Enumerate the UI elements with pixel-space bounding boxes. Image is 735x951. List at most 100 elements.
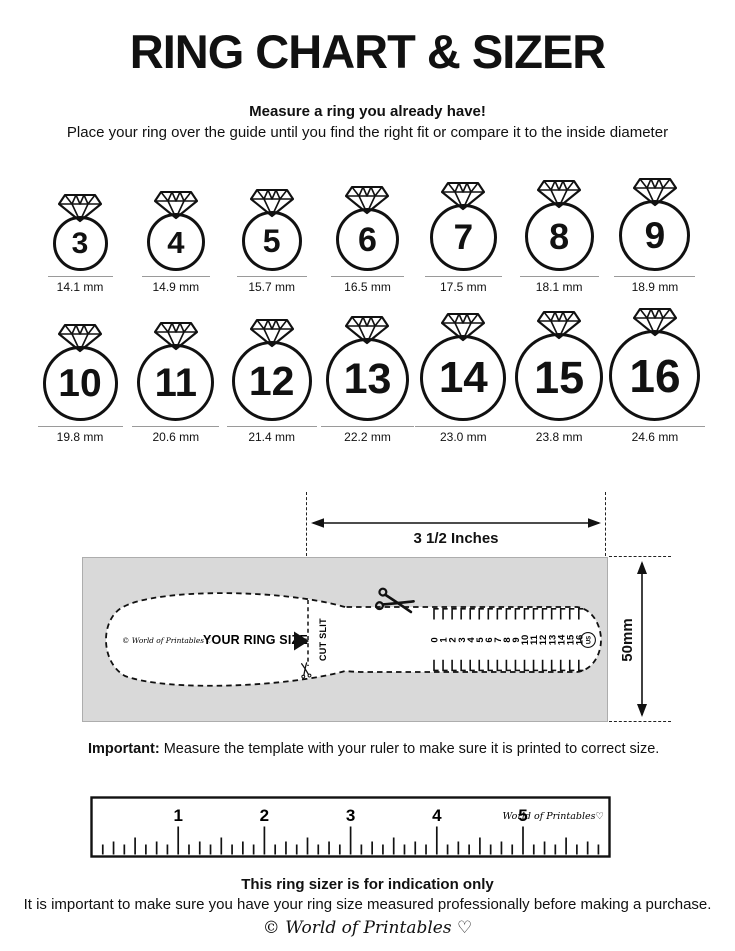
diamond-icon bbox=[153, 190, 198, 220]
ring-size-number: 13 bbox=[343, 355, 392, 403]
your-ring-size-label: YOUR RING SIZE bbox=[203, 633, 308, 647]
svg-text:3: 3 bbox=[457, 637, 468, 642]
ring-circle: 13 bbox=[325, 338, 409, 421]
ring-circle: 10 bbox=[42, 346, 118, 421]
svg-text:10: 10 bbox=[520, 635, 531, 646]
diamond-icon bbox=[153, 321, 198, 351]
ring-circle: 7 bbox=[429, 204, 497, 271]
svg-text:1: 1 bbox=[173, 806, 182, 825]
ring-size-item: 10 19.8 mm bbox=[33, 322, 127, 444]
ring-diameter-label: 17.5 mm bbox=[439, 280, 487, 294]
page-title: RING CHART & SIZER bbox=[129, 25, 607, 78]
ring-diameter-label: 15.7 mm bbox=[248, 280, 295, 294]
diamond-icon bbox=[537, 179, 582, 209]
diamond-icon bbox=[345, 185, 390, 215]
ring-circle: 14 bbox=[420, 335, 507, 421]
ring-circle: 8 bbox=[524, 202, 594, 271]
ring-size-number: 9 bbox=[644, 215, 666, 256]
ring-circle: 15 bbox=[515, 333, 604, 421]
width-dimension-label: 3 1/2 Inches bbox=[413, 530, 499, 547]
diameter-underline bbox=[132, 426, 220, 427]
ring-circle: 3 bbox=[52, 216, 108, 271]
ring-size-number: 6 bbox=[358, 220, 377, 259]
subtitle: Place your ring over the guide until you… bbox=[66, 124, 669, 141]
footer-line: It is important to make sure you have yo… bbox=[23, 896, 712, 913]
us-unit-circle bbox=[580, 632, 596, 648]
svg-text:11: 11 bbox=[529, 634, 540, 645]
svg-text:4: 4 bbox=[466, 637, 477, 643]
ring-size-item: 8 18.1 mm bbox=[512, 178, 606, 294]
svg-text:5: 5 bbox=[475, 637, 486, 643]
diameter-underline bbox=[604, 426, 706, 427]
svg-text:6: 6 bbox=[484, 637, 495, 642]
ring-diameter-label: 20.6 mm bbox=[152, 430, 200, 444]
ring-sizer-diagram: 3 1/2 Inches © World of Printables ♡ YOU… bbox=[0, 490, 735, 724]
footer-bold-line: This ring sizer is for indication only bbox=[241, 876, 494, 893]
ring-diameter-label: 19.8 mm bbox=[56, 430, 104, 444]
svg-text:2: 2 bbox=[260, 806, 269, 825]
important-text: Measure the template with your ruler to … bbox=[159, 741, 660, 757]
svg-text:13: 13 bbox=[547, 635, 558, 646]
ring-size-number: 8 bbox=[549, 215, 570, 257]
sizer-brand-text: © World of Printables ♡ bbox=[122, 636, 213, 645]
diameter-underline bbox=[330, 276, 404, 277]
ring-size-number: 14 bbox=[438, 353, 488, 402]
scissors-icon bbox=[374, 587, 415, 614]
diamond-icon bbox=[58, 323, 102, 353]
ring-size-number: 15 bbox=[534, 351, 585, 403]
ring-size-item: 4 14.9 mm bbox=[129, 189, 223, 294]
ring-diameter-label: 16.5 mm bbox=[344, 280, 391, 294]
ring-diameter-label: 23.0 mm bbox=[439, 430, 487, 444]
diamond-icon bbox=[58, 193, 102, 223]
printable-ruler: 1 2 3 4 5 World of Printables♡ bbox=[90, 796, 611, 863]
ring-size-number: 10 bbox=[58, 362, 102, 405]
diameter-underline bbox=[236, 276, 307, 277]
width-dimension-arrow bbox=[311, 518, 601, 528]
svg-text:3: 3 bbox=[346, 806, 355, 825]
diameter-underline bbox=[614, 276, 696, 277]
ring-size-number: 4 bbox=[167, 224, 185, 260]
diameter-underline bbox=[519, 276, 599, 277]
svg-text:0: 0 bbox=[430, 637, 441, 642]
ring-size-number: 16 bbox=[629, 349, 681, 402]
height-dimension-label: 50mm bbox=[619, 618, 636, 662]
diamond-icon bbox=[441, 181, 486, 211]
diamond-icon bbox=[249, 188, 294, 218]
diameter-underline bbox=[424, 276, 502, 277]
svg-text:2: 2 bbox=[448, 637, 459, 642]
ring-size-row-2: 10 19.8 mm 11 20.6 mm bbox=[0, 307, 735, 444]
ring-size-item: 14 23.0 mm bbox=[415, 311, 512, 444]
ruler-scale: 1 2 3 4 5 bbox=[101, 806, 600, 855]
ring-size-item: 7 17.5 mm bbox=[416, 180, 510, 294]
ring-circle: 12 bbox=[231, 341, 312, 421]
ring-diameter-label: 22.2 mm bbox=[344, 430, 391, 444]
ring-diameter-label: 24.6 mm bbox=[631, 430, 679, 444]
ring-size-item: 3 14.1 mm bbox=[33, 192, 127, 294]
sizer-template-area: © World of Printables ♡ YOUR RING SIZE C… bbox=[82, 557, 608, 722]
svg-text:12: 12 bbox=[538, 635, 549, 646]
ring-size-item: 9 18.9 mm bbox=[608, 176, 702, 294]
dimension-dashed-line-left bbox=[306, 492, 307, 556]
subtitle-bold: Measure a ring you already have! bbox=[249, 103, 486, 120]
svg-text:16: 16 bbox=[574, 635, 585, 646]
ring-size-item: 6 16.5 mm bbox=[320, 184, 414, 294]
height-dashed-line-bottom bbox=[609, 721, 671, 722]
diameter-underline bbox=[226, 426, 317, 427]
ring-size-number: 7 bbox=[453, 218, 474, 257]
ring-size-number: 5 bbox=[262, 223, 281, 259]
diamond-icon bbox=[537, 310, 582, 340]
ruler-brand-text: World of Printables♡ bbox=[503, 811, 604, 822]
diamond-icon bbox=[249, 318, 294, 348]
diamond-icon bbox=[632, 177, 677, 207]
diameter-underline bbox=[415, 426, 512, 427]
ring-size-item: 15 23.8 mm bbox=[510, 309, 609, 444]
dimension-dashed-line-right bbox=[605, 492, 606, 556]
us-unit-label: US bbox=[587, 636, 593, 644]
svg-text:5: 5 bbox=[518, 806, 527, 825]
ring-diameter-label: 18.1 mm bbox=[535, 280, 583, 294]
svg-text:4: 4 bbox=[432, 806, 442, 825]
ring-diameter-label: 18.9 mm bbox=[631, 280, 679, 294]
diameter-underline bbox=[37, 426, 123, 427]
